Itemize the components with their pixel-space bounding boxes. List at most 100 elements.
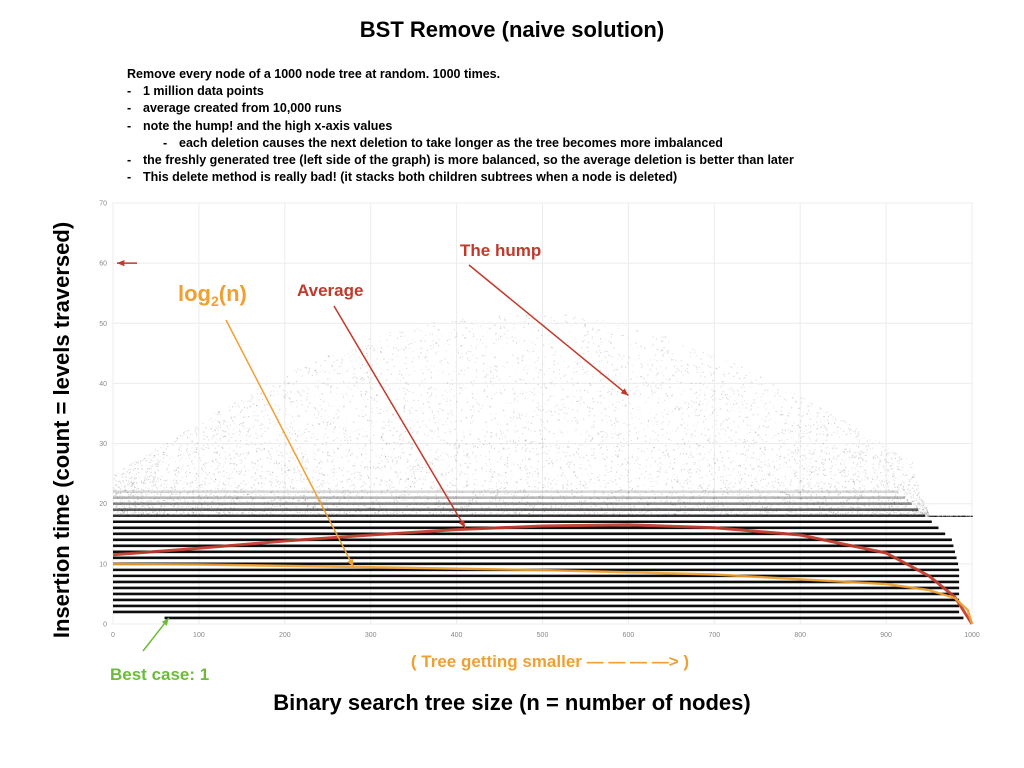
data-point	[645, 512, 647, 514]
data-point	[294, 460, 296, 462]
data-point	[907, 488, 909, 491]
data-point	[458, 322, 460, 325]
data-point	[607, 332, 609, 334]
data-point	[647, 457, 649, 459]
data-point	[528, 317, 531, 320]
data-point	[515, 425, 517, 427]
data-point	[160, 506, 162, 508]
data-point	[657, 434, 659, 436]
data-point	[142, 489, 144, 491]
data-point	[223, 500, 225, 502]
data-point	[286, 452, 288, 455]
data-point	[475, 347, 477, 350]
data-point	[836, 454, 838, 457]
data-point	[729, 410, 731, 412]
data-point	[490, 463, 492, 465]
data-point	[154, 476, 156, 478]
data-point	[567, 485, 569, 487]
data-point	[772, 437, 774, 439]
data-point	[858, 497, 860, 499]
data-point	[470, 503, 473, 505]
data-point	[417, 464, 420, 467]
data-point	[200, 499, 202, 501]
data-point	[577, 362, 579, 364]
data-point	[229, 458, 232, 460]
data-point	[867, 476, 869, 479]
data-point	[115, 493, 117, 495]
data-point	[888, 481, 890, 483]
data-point	[369, 347, 371, 349]
data-point	[606, 504, 608, 507]
data-point	[641, 511, 643, 513]
data-point	[865, 445, 867, 447]
data-point	[413, 507, 415, 509]
data-point	[412, 366, 415, 368]
data-point	[580, 513, 582, 515]
data-point	[424, 357, 426, 359]
data-point	[356, 478, 358, 481]
data-point	[803, 398, 805, 400]
data-point	[463, 437, 465, 439]
data-point	[183, 442, 185, 444]
data-point	[260, 490, 263, 492]
data-point	[445, 389, 447, 392]
data-point	[378, 511, 380, 513]
data-point	[699, 460, 702, 462]
data-point	[694, 435, 696, 437]
data-point	[793, 444, 796, 446]
data-point	[730, 450, 732, 453]
data-point	[854, 474, 856, 476]
data-point	[744, 454, 747, 456]
data-point	[226, 425, 228, 428]
data-point	[490, 496, 493, 498]
data-point	[970, 515, 972, 517]
data-point	[366, 391, 368, 393]
data-point	[744, 513, 747, 515]
data-point	[335, 506, 337, 508]
data-point	[590, 497, 592, 499]
data-point	[207, 511, 209, 513]
data-point	[797, 433, 800, 435]
data-point	[931, 515, 933, 517]
data-point	[813, 486, 815, 488]
data-point	[435, 352, 437, 354]
data-point	[247, 493, 249, 496]
data-point	[497, 478, 499, 480]
data-point	[778, 439, 781, 442]
data-point	[742, 503, 744, 505]
data-point	[204, 435, 206, 437]
data-point	[881, 505, 883, 507]
data-point	[849, 506, 852, 508]
data-point	[846, 487, 848, 489]
data-point	[173, 499, 175, 501]
data-point	[452, 484, 454, 486]
data-point	[460, 464, 462, 467]
data-point	[853, 490, 855, 493]
data-point	[439, 500, 441, 502]
data-point	[151, 452, 153, 454]
data-point	[796, 452, 798, 455]
data-point	[923, 501, 925, 503]
data-point	[957, 515, 959, 517]
data-point	[819, 412, 821, 414]
data-point	[404, 362, 406, 365]
data-point	[440, 455, 442, 457]
data-point	[656, 470, 658, 473]
data-point	[743, 464, 745, 466]
data-point	[722, 493, 724, 496]
data-point	[267, 427, 269, 429]
data-point	[322, 500, 325, 502]
data-point	[335, 413, 337, 415]
data-point	[409, 492, 411, 495]
data-point	[137, 503, 140, 506]
data-point	[156, 487, 158, 490]
data-point	[514, 398, 516, 400]
data-point	[409, 419, 411, 421]
data-point	[472, 397, 474, 399]
data-point	[592, 401, 594, 403]
data-point	[647, 504, 649, 506]
data-point	[772, 511, 774, 513]
data-point	[861, 494, 863, 496]
data-point	[446, 484, 449, 486]
data-point	[637, 485, 639, 487]
